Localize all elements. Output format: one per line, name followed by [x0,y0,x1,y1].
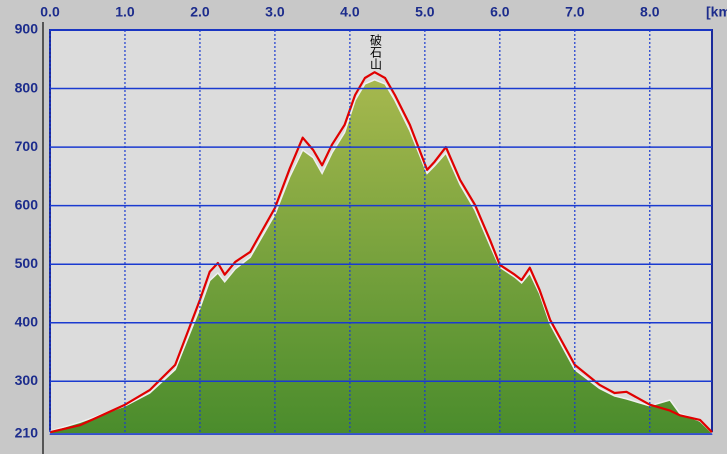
y-tick-label: 500 [15,255,39,271]
x-tick-label: 7.0 [565,4,585,20]
x-tick-label: 1.0 [115,4,135,20]
y-tick-label: 210 [15,425,39,441]
x-tick-label: 4.0 [340,4,360,20]
x-axis-label: [km [706,4,727,20]
y-tick-label: 800 [15,79,39,95]
x-tick-label: 3.0 [265,4,285,20]
peak-label: 破石山 [368,33,382,70]
left-axis [42,22,44,454]
x-tick-label: 6.0 [490,4,510,20]
y-tick-label: 400 [15,313,39,329]
x-tick-label: 0.0 [40,4,60,20]
x-tick-label: 5.0 [415,4,435,20]
y-tick-label: 300 [15,372,39,388]
x-tick-label: 8.0 [640,4,660,20]
y-tick-label: 700 [15,138,39,154]
x-tick-label: 2.0 [190,4,210,20]
terrain-area [49,78,713,435]
y-tick-label: 600 [15,196,39,212]
y-tick-label: 900 [15,21,39,37]
track-line [49,71,713,434]
